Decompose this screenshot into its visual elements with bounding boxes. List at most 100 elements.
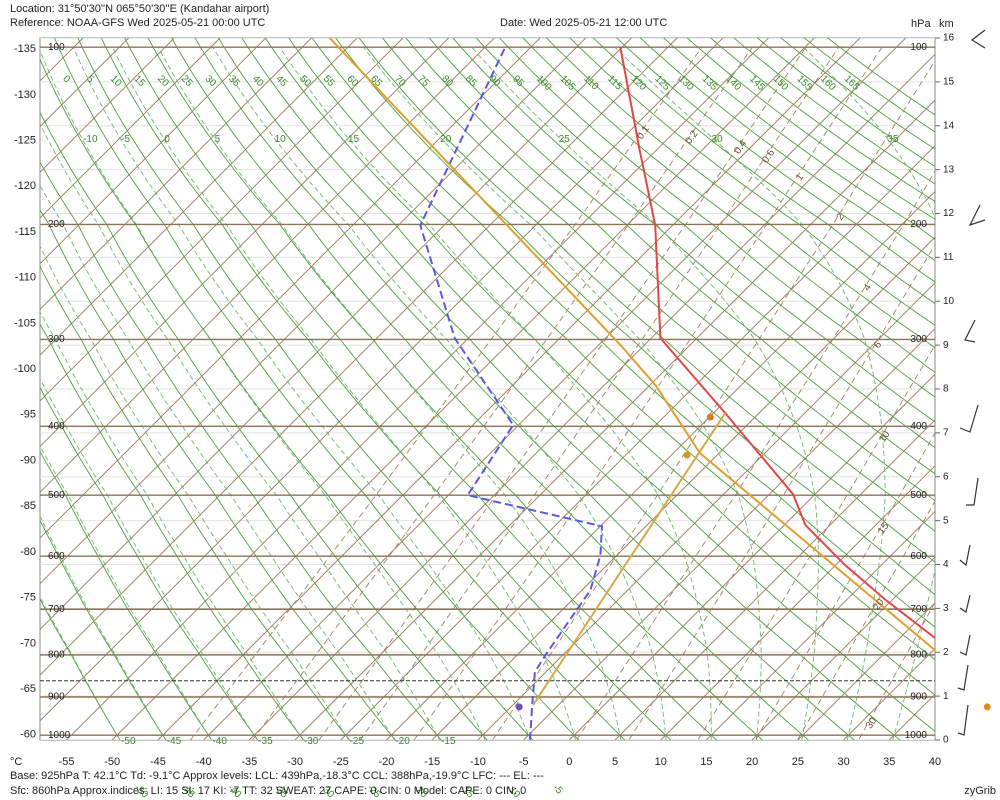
pressure-label-left: 900 (48, 692, 65, 703)
moist-adiabat-label: -15 (441, 736, 456, 747)
isotherm (249, 53, 935, 740)
km-tick-label: 14 (943, 120, 955, 131)
moist-adiabat-label: -30 (304, 736, 319, 747)
x-tick-label: -20 (379, 756, 395, 768)
mixing-ratio-label: 6 (872, 339, 884, 350)
dry-adiabat (546, 38, 935, 349)
isotherm (40, 38, 586, 585)
moist-adiabat-label: 5 (215, 134, 221, 145)
x-tick-label: -25 (333, 756, 349, 768)
pressure-label-right: 900 (910, 692, 927, 703)
dry-adiabat (499, 38, 935, 398)
km-tick-label: 2 (943, 647, 949, 658)
dry-adiabat (405, 38, 935, 502)
left-tick-label: -90 (20, 454, 36, 466)
isotherm (40, 38, 175, 173)
moist-adiabat-label: 0 (164, 134, 170, 145)
km-tick-label: 4 (943, 559, 949, 570)
mixing-ratio-line (796, 500, 935, 740)
x-tick-label: 10 (655, 756, 667, 768)
dry-adiabat (311, 38, 935, 628)
pressure-label-right: 500 (910, 490, 927, 501)
dry-adiabat-label: -5 (550, 782, 564, 796)
km-tick-label: 10 (943, 296, 955, 307)
x-tick-label: -5 (519, 756, 529, 768)
moist-adiabat-label: -40 (212, 736, 227, 747)
wind-barb (968, 204, 986, 227)
wind-barb (964, 319, 976, 343)
isotherm (203, 38, 906, 740)
left-tick-label: -120 (14, 180, 36, 192)
pressure-label-right: 800 (910, 650, 927, 661)
profiles (328, 38, 935, 740)
background-lines (40, 38, 935, 740)
moist-adiabat-label: -45 (167, 736, 182, 747)
x-tick-label: -55 (59, 756, 75, 768)
x-tick-label: 20 (746, 756, 758, 768)
ccl-marker (706, 413, 714, 421)
profile-line (419, 46, 604, 740)
isotherm (294, 99, 935, 740)
pressure-label-left: 100 (48, 42, 65, 53)
pressure-label-left: 800 (48, 650, 65, 661)
km-tick-label: 13 (943, 164, 955, 175)
pressure-label-left: 400 (48, 421, 65, 432)
dry-adiabat (288, 38, 935, 661)
profile-line (328, 38, 935, 652)
isotherm (40, 38, 495, 493)
x-tick-label: 5 (612, 756, 618, 768)
moist-adiabat-label: -20 (395, 736, 410, 747)
isotherm (751, 556, 935, 740)
km-tick-label: 11 (943, 252, 954, 263)
km-tick-label: 6 (943, 471, 949, 482)
isotherm (431, 236, 935, 740)
isotherm (706, 510, 935, 740)
left-tick-label: -135 (14, 43, 36, 55)
isotherm (40, 38, 724, 722)
moist-adiabat-label: 25 (559, 134, 571, 145)
dry-adiabat (382, 38, 935, 532)
moist-adiabat (40, 515, 167, 740)
isotherm (111, 38, 815, 740)
dry-adiabat (569, 38, 935, 326)
isotherm (40, 38, 221, 219)
left-tick-label: -115 (15, 226, 36, 238)
moist-adiabat-label: -25 (350, 736, 365, 747)
lcl-marker (683, 451, 691, 459)
x-tick-label: 40 (929, 756, 941, 768)
isotherm (523, 327, 935, 740)
credit: zyGrib (964, 785, 996, 797)
wind-barb (959, 634, 971, 656)
isotherm (40, 38, 541, 539)
x-tick-label: 35 (883, 756, 895, 768)
isotherm (157, 38, 861, 740)
reference: Reference: NOAA-GFS Wed 2025-05-21 00:00… (10, 17, 265, 29)
profile-line (532, 412, 727, 706)
wind-barb (959, 404, 979, 433)
x-tick-label: -35 (241, 756, 257, 768)
profile-line (619, 47, 935, 640)
x-tick-label: -50 (104, 756, 120, 768)
dry-adiabat (428, 38, 935, 475)
pressure-label-left: 300 (48, 334, 65, 345)
mixing-ratio-label: 2 (835, 211, 847, 222)
isotherm (40, 38, 678, 676)
left-tick-label: -105 (14, 317, 36, 329)
moist-adiabat (112, 47, 577, 740)
wind-barbs (957, 29, 986, 736)
x-tick-label: -15 (424, 756, 440, 768)
isotherm (660, 465, 935, 740)
x-tick-label: 15 (700, 756, 712, 768)
km-tick-label: 3 (943, 603, 949, 614)
x-tick-label: 30 (837, 756, 849, 768)
wind-barb (966, 477, 979, 506)
x-tick-label: -30 (287, 756, 303, 768)
moist-adiabat-label: -35 (258, 736, 273, 747)
moist-adiabat (40, 184, 395, 740)
pressure-label-right: 400 (910, 421, 927, 432)
left-tick-label: -130 (14, 89, 36, 101)
km-tick-label: 9 (943, 340, 949, 351)
moist-adiabat-label: -10 (83, 134, 98, 145)
km-tick-label: 0 (943, 735, 949, 746)
